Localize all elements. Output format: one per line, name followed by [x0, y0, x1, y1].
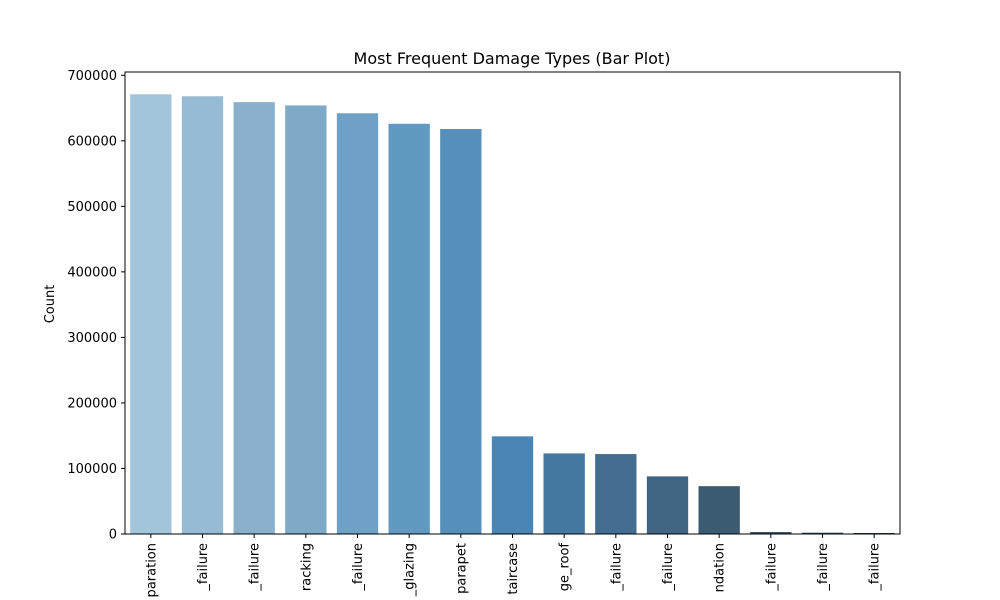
bar: [285, 105, 327, 535]
x-tick-label: _failure: [609, 543, 624, 592]
y-tick-label: 200000: [67, 396, 117, 411]
bar: [801, 532, 844, 534]
y-tick-label: 700000: [67, 69, 117, 84]
bar: [646, 476, 689, 534]
x-tick-label: _failure: [661, 543, 676, 592]
bar: [440, 129, 482, 535]
y-ticks-group: 0 100000 200000 300000 400000 500000 600000 700…: [67, 69, 125, 543]
bar: [336, 113, 379, 535]
x-tick-label: _failure: [816, 543, 831, 592]
x-tick-label: _failure: [868, 543, 883, 592]
bar: [750, 532, 792, 534]
x-tick-label: taircase: [506, 543, 521, 595]
x-tick-label: _glazing: [403, 543, 418, 597]
x-tick-label: _failure: [764, 543, 779, 592]
bar: [543, 453, 585, 534]
bar: [181, 96, 224, 534]
y-tick-label: 300000: [67, 331, 117, 346]
x-tick-label: ndation: [713, 543, 728, 592]
bar: [491, 436, 534, 534]
y-tick-label: 500000: [67, 200, 117, 215]
x-tick-label: _failure: [248, 543, 263, 592]
chart-title: Most Frequent Damage Types (Bar Plot): [354, 49, 671, 68]
y-tick-label: 400000: [67, 265, 117, 280]
x-tick-label: racking: [299, 543, 314, 591]
x-tick-label: _failure: [196, 543, 211, 592]
bars-group: [130, 94, 895, 535]
x-tick-label: paration: [144, 543, 159, 597]
x-tick-label: _failure: [351, 543, 366, 592]
bar: [698, 486, 740, 534]
bar: [388, 123, 430, 535]
x-tick-label: ge_roof: [558, 543, 573, 592]
bar: [595, 454, 637, 534]
y-tick-label: 0: [109, 528, 117, 543]
plot-frame: [124, 71, 901, 535]
y-tick-label: 600000: [67, 134, 117, 149]
bar: [233, 102, 275, 534]
bar: [130, 94, 172, 534]
x-tick-label: parapet: [454, 543, 469, 594]
y-axis-label: Count: [43, 285, 58, 324]
y-tick-label: 100000: [67, 462, 117, 477]
x-ticks-group: paration _failure _failure racking _failure _…: [144, 534, 883, 597]
